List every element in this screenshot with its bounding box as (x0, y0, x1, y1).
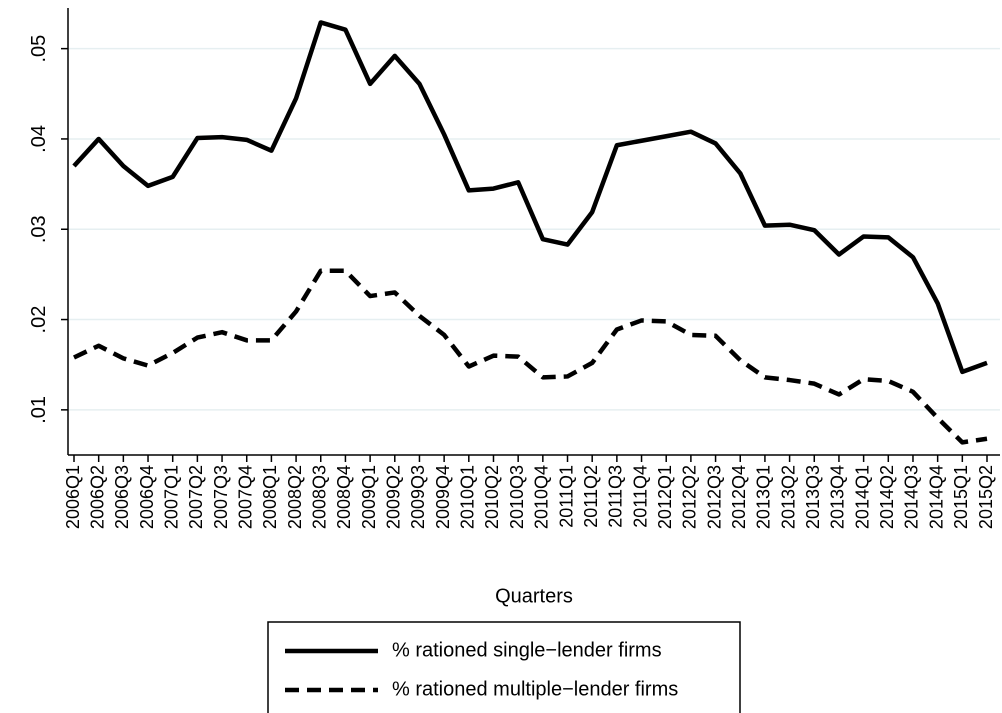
x-tick-label: 2013Q4 (828, 465, 848, 529)
x-tick-label: 2007Q3 (211, 465, 231, 529)
x-tick-label: 2008Q4 (334, 465, 354, 529)
x-tick-label: 2014Q1 (852, 465, 872, 529)
x-tick-label: 2014Q4 (926, 465, 946, 529)
x-tick-label: 2010Q4 (532, 465, 552, 529)
x-tick-label: 2015Q2 (976, 465, 996, 529)
x-tick-label: 2006Q2 (87, 465, 107, 529)
x-tick-label: 2011Q2 (581, 465, 601, 528)
legend-box (267, 621, 741, 713)
data-line (73, 268, 988, 445)
legend-label: % rationed multiple−lender firms (392, 678, 678, 700)
x-tick-label: 2009Q2 (384, 465, 404, 529)
x-tick-label: 2007Q2 (186, 465, 206, 529)
x-tick-label: 2014Q2 (877, 465, 897, 529)
x-tick-label: 2011Q4 (630, 465, 650, 528)
legend: % rationed single−lender firms % rationed… (267, 621, 741, 713)
x-tick-label: 2012Q2 (680, 465, 700, 529)
y-tick-label: .04 (28, 125, 50, 153)
x-tick-label: 2010Q1 (458, 465, 478, 529)
x-tick-label: 2012Q4 (729, 465, 749, 529)
x-tick-label: 2009Q4 (433, 465, 453, 529)
x-tick-label: 2011Q3 (606, 465, 626, 528)
x-tick-label: 2008Q1 (260, 465, 280, 529)
x-tick-label: 2009Q3 (408, 465, 428, 529)
x-tick-label: 2007Q1 (161, 465, 181, 529)
x-tick-label: 2007Q4 (235, 465, 255, 529)
x-tick-label: 2008Q3 (310, 465, 330, 529)
y-tick-label: .05 (28, 35, 50, 63)
x-tick-label: 2010Q3 (507, 465, 527, 529)
x-tick-label: 2006Q1 (63, 465, 83, 529)
x-tick-label: 2015Q1 (951, 465, 971, 529)
x-tick-label: 2013Q2 (778, 465, 798, 529)
legend-label: % rationed single−lender firms (392, 639, 662, 661)
y-tick-label: .01 (28, 396, 50, 424)
data-line (72, 20, 988, 375)
x-tick-label: 2012Q3 (704, 465, 724, 529)
x-tick-label: 2009Q1 (359, 465, 379, 529)
x-tick-label: 2011Q1 (556, 465, 576, 528)
x-tick-label: 2010Q2 (482, 465, 502, 529)
x-axis-label: Quarters (495, 585, 573, 607)
x-tick-label: 2006Q4 (137, 465, 157, 529)
x-tick-label: 2013Q1 (754, 465, 774, 529)
y-tick-label: .03 (28, 215, 50, 243)
y-tick-label: .02 (28, 306, 50, 334)
x-tick-label: 2014Q3 (902, 465, 922, 529)
x-tick-label: 2006Q3 (112, 465, 132, 529)
x-tick-label: 2008Q2 (285, 465, 305, 529)
x-tick-label: 2013Q3 (803, 465, 823, 529)
x-tick-label: 2012Q1 (655, 465, 675, 529)
